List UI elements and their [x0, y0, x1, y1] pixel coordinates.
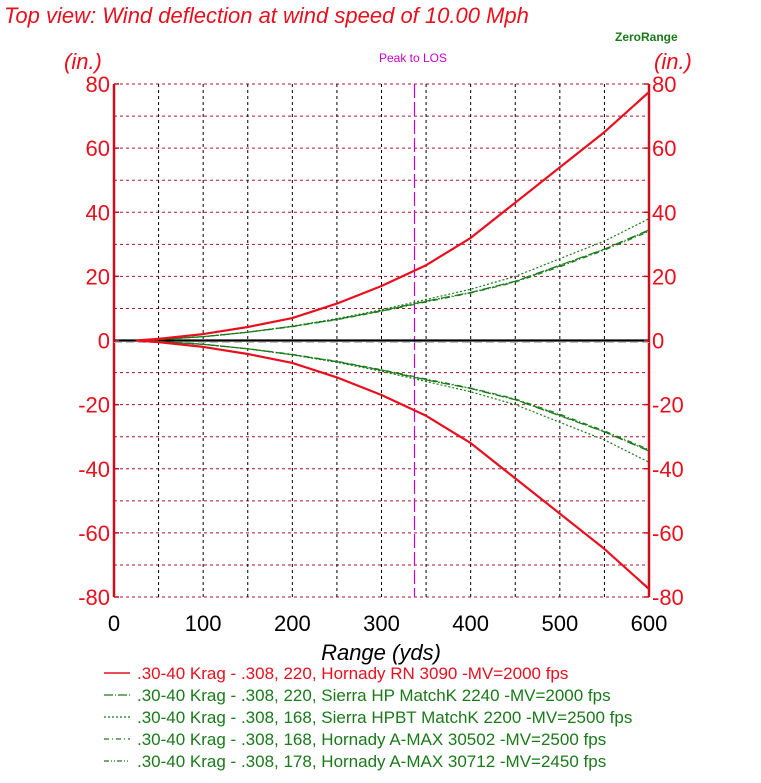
series-line-5-upper [136, 229, 650, 342]
y-tick-label-left: 40 [86, 200, 110, 225]
y-tick-label-left: -40 [78, 457, 110, 482]
series-line-4-lower [136, 339, 650, 451]
y-tick-label-left: 80 [86, 72, 110, 97]
y-tick-label-left: -60 [78, 521, 110, 546]
y-tick-label-right: -20 [652, 393, 684, 418]
y-tick-label-right: 20 [652, 264, 676, 289]
x-tick-label: 0 [108, 611, 120, 636]
grid [114, 83, 649, 598]
x-tick-label: 100 [185, 611, 222, 636]
zero-range-label: ZeroRange [615, 30, 678, 44]
series-line-5-lower [136, 339, 650, 452]
x-tick-label: 500 [541, 611, 578, 636]
chart-title: Top view: Wind deflection at wind speed … [4, 3, 529, 28]
y-tick-label-left: 0 [98, 329, 110, 354]
legend: .30-40 Krag - .308, 220, Hornady RN 3090… [104, 664, 632, 771]
series-line-2-lower [136, 339, 650, 452]
y-tick-label-right: -80 [652, 585, 684, 610]
y-tick-label-right: -40 [652, 457, 684, 482]
x-tick-label: 400 [452, 611, 489, 636]
legend-entry-2: .30-40 Krag - .308, 220, Sierra HP Match… [137, 686, 611, 705]
series-line-3-upper [136, 218, 650, 342]
y-tick-label-right: -60 [652, 521, 684, 546]
y-tick-label-left: 60 [86, 136, 110, 161]
series-line-4-upper [136, 230, 650, 342]
y-axis-label-left: (in.) [64, 49, 102, 74]
legend-entry-3: .30-40 Krag - .308, 168, Sierra HPBT Mat… [137, 708, 632, 727]
y-tick-label-right: 80 [652, 72, 676, 97]
y-tick-label-right: 60 [652, 136, 676, 161]
legend-entry-5: .30-40 Krag - .308, 178, Hornady A-MAX 3… [137, 752, 606, 771]
y-tick-label-left: 20 [86, 264, 110, 289]
y-tick-label-left: -80 [78, 585, 110, 610]
series-line-1-lower [136, 339, 650, 590]
y-tick-label-right: 40 [652, 200, 676, 225]
x-tick-label: 200 [274, 611, 311, 636]
x-tick-label: 600 [631, 611, 668, 636]
y-tick-label-left: -20 [78, 393, 110, 418]
series-line-2-upper [136, 229, 650, 342]
y-axis-label-right: (in.) [654, 49, 692, 74]
legend-entry-1: .30-40 Krag - .308, 220, Hornady RN 3090… [137, 664, 568, 683]
peak-to-los-label: Peak to LOS [379, 51, 447, 65]
series-group [136, 91, 650, 590]
series-line-1-upper [136, 91, 650, 342]
x-axis-label: Range (yds) [321, 640, 441, 665]
series-line-3-lower [136, 339, 650, 463]
x-tick-label: 300 [363, 611, 400, 636]
y-tick-label-right: 0 [652, 329, 664, 354]
legend-entry-4: .30-40 Krag - .308, 168, Hornady A-MAX 3… [137, 730, 606, 749]
